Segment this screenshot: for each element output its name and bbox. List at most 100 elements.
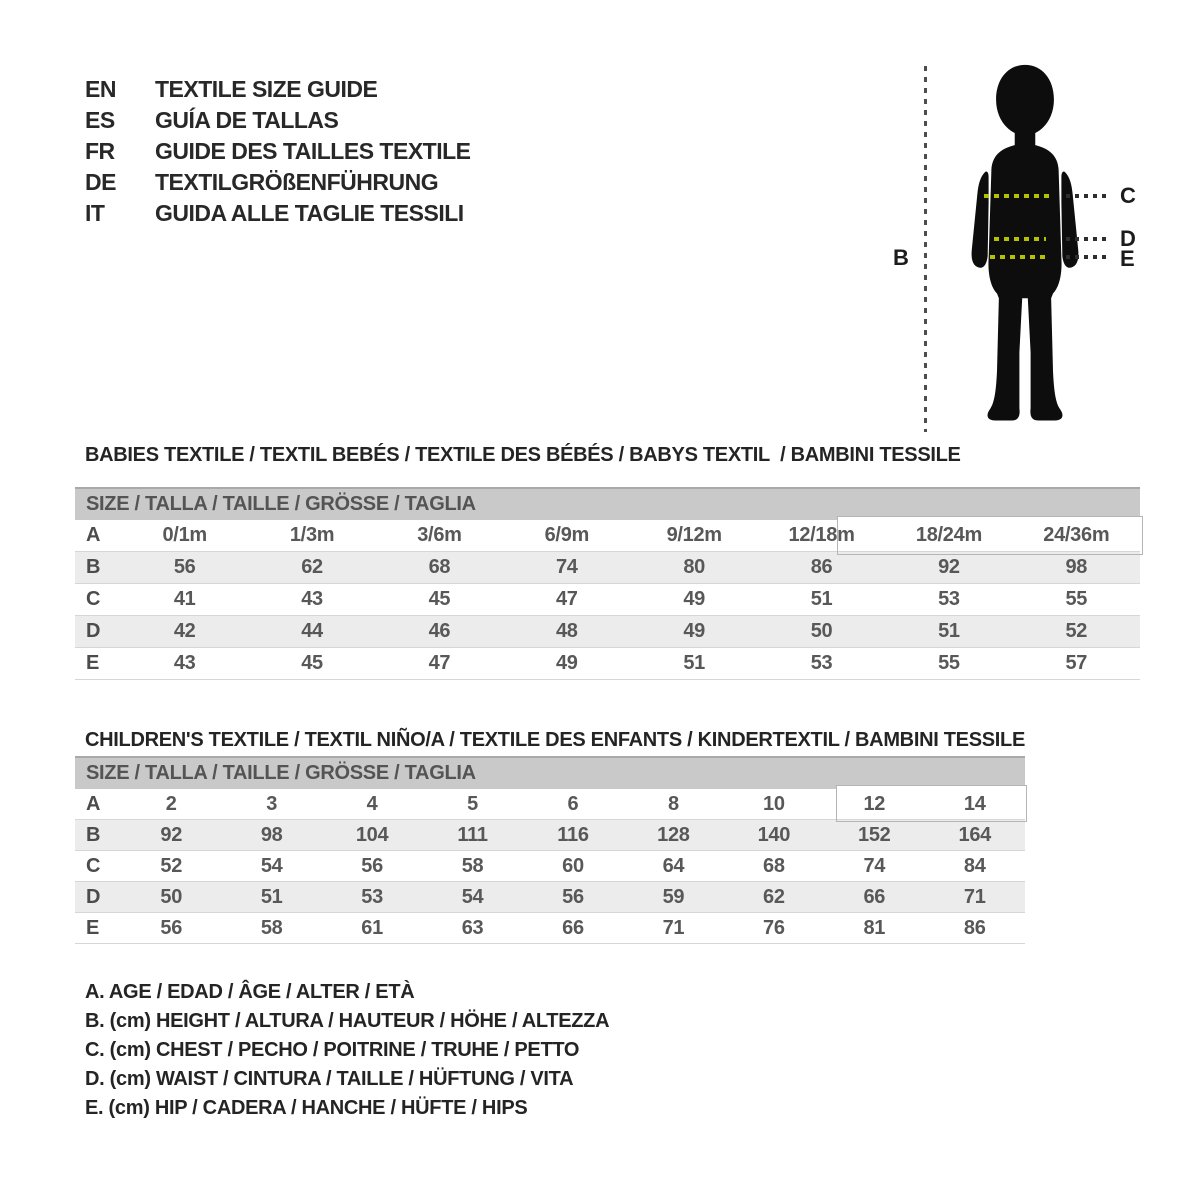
lang-row-de: DE TEXTILGRÖßENFÜHRUNG — [85, 167, 471, 198]
size-value-cell: 52 — [1012, 615, 1140, 648]
size-value-cell: 41 — [121, 583, 249, 616]
size-value-cell: 56 — [121, 912, 222, 944]
size-value-cell: 56 — [121, 551, 249, 584]
size-table-header: SIZE / TALLA / TAILLE / GRÖSSE / TAGLIA — [75, 756, 1025, 789]
row-label: E — [75, 912, 121, 944]
size-value-cell: 55 — [885, 647, 1013, 680]
waist-measure-label: D — [1120, 226, 1136, 251]
size-value-cell: 64 — [623, 850, 724, 882]
size-table-row: B 56 62 68 74 80 86 92 98 — [75, 551, 1140, 584]
row-label: C — [75, 850, 121, 882]
size-value-cell: 8 — [623, 789, 724, 820]
size-value-cell: 66 — [522, 912, 624, 944]
size-value-cell: 140 — [723, 819, 825, 851]
size-value-cell: 49 — [630, 615, 758, 648]
size-value-cell: 74 — [824, 850, 925, 882]
size-value-cell: 53 — [321, 881, 423, 913]
size-value-cell: 0/1m — [121, 520, 249, 552]
size-value-cell: 71 — [623, 912, 724, 944]
size-value-cell: 62 — [248, 551, 376, 584]
size-value-cell: 4 — [321, 789, 423, 820]
size-value-cell: 49 — [503, 647, 631, 680]
lang-code: EN — [85, 76, 116, 102]
size-value-cell: 104 — [321, 819, 423, 851]
size-value-cell: 57 — [1012, 647, 1140, 680]
size-value-cell: 111 — [422, 819, 523, 851]
size-value-cell: 52 — [121, 850, 222, 882]
size-value-cell: 18/24m — [885, 520, 1013, 552]
size-value-cell: 1/3m — [248, 520, 376, 552]
size-table-header: SIZE / TALLA / TAILLE / GRÖSSE / TAGLIA — [75, 487, 1140, 520]
size-value-cell: 3/6m — [375, 520, 504, 552]
size-value-cell: 43 — [248, 583, 376, 616]
legend-age: A. AGE / EDAD / ÂGE / ALTER / ETÀ — [85, 981, 415, 1003]
size-value-cell: 51 — [630, 647, 758, 680]
size-value-cell: 86 — [757, 551, 886, 584]
lang-code: IT — [85, 200, 105, 226]
size-table-row: A 0/1m 1/3m 3/6m 6/9m 9/12m 12/18m 18/24m 24/36m — [75, 520, 1140, 552]
size-value-cell: 14 — [924, 789, 1025, 820]
lang-row-es: ES GUÍA DE TALLAS — [85, 105, 471, 136]
legend-hip: E. (cm) HIP / CADERA / HANCHE / HÜFTE / … — [85, 1097, 528, 1119]
row-label: C — [75, 583, 121, 616]
child-silhouette-icon — [971, 64, 1079, 421]
size-header-label: SIZE / TALLA / TAILLE / GRÖSSE / TAGLIA — [86, 762, 476, 784]
chest-measure-label: C — [1120, 183, 1136, 208]
lang-title: GUÍA DE TALLAS — [155, 107, 339, 133]
waist-pointer-line — [1066, 237, 1106, 241]
row-label: B — [75, 551, 121, 584]
height-dotted-line — [924, 66, 927, 432]
size-value-cell: 55 — [1012, 583, 1140, 616]
size-value-cell: 98 — [1012, 551, 1140, 584]
chest-dotted-line — [984, 194, 1050, 198]
size-value-cell: 47 — [375, 647, 504, 680]
size-value-cell: 45 — [248, 647, 376, 680]
waist-dotted-line — [994, 237, 1046, 241]
size-value-cell: 45 — [375, 583, 504, 616]
size-table-row: A 2 3 4 5 6 8 10 12 14 — [75, 789, 1025, 820]
size-value-cell: 60 — [522, 850, 624, 882]
size-table-row: C 41 43 45 47 49 51 53 55 — [75, 583, 1140, 616]
language-title-list: EN TEXTILE SIZE GUIDE ES GUÍA DE TALLAS … — [85, 74, 471, 229]
lang-title: TEXTILE SIZE GUIDE — [155, 76, 378, 102]
children-section-title: CHILDREN'S TEXTILE / TEXTIL NIÑO/A / TEX… — [85, 729, 1025, 751]
size-value-cell: 10 — [723, 789, 825, 820]
size-value-cell: 58 — [422, 850, 523, 882]
size-header-label: SIZE / TALLA / TAILLE / GRÖSSE / TAGLIA — [86, 493, 476, 515]
size-value-cell: 51 — [885, 615, 1013, 648]
hip-pointer-line — [1066, 255, 1106, 259]
size-value-cell: 50 — [757, 615, 886, 648]
legend-height: B. (cm) HEIGHT / ALTURA / HAUTEUR / HÖHE… — [85, 1010, 610, 1032]
size-value-cell: 63 — [422, 912, 523, 944]
size-value-cell: 62 — [723, 881, 825, 913]
babies-size-table: SIZE / TALLA / TAILLE / GRÖSSE / TAGLIA … — [75, 487, 1143, 680]
legend-waist: D. (cm) WAIST / CINTURA / TAILLE / HÜFTU… — [85, 1068, 574, 1090]
size-value-cell: 164 — [924, 819, 1025, 851]
size-value-cell: 43 — [121, 647, 249, 680]
size-table-row: D 50 51 53 54 56 59 62 66 71 — [75, 881, 1025, 913]
size-value-cell: 3 — [221, 789, 322, 820]
lang-code: DE — [85, 169, 116, 195]
lang-row-en: EN TEXTILE SIZE GUIDE — [85, 74, 471, 105]
row-label: A — [75, 789, 121, 820]
size-table-row: E 43 45 47 49 51 53 55 57 — [75, 647, 1140, 680]
height-measure-label: B — [893, 245, 909, 270]
size-value-cell: 66 — [824, 881, 925, 913]
hip-dotted-line — [990, 255, 1048, 259]
size-value-cell: 92 — [885, 551, 1013, 584]
measurement-legend: A. AGE / EDAD / ÂGE / ALTER / ETÀ B. (cm… — [85, 978, 610, 1123]
size-value-cell: 61 — [321, 912, 423, 944]
size-value-cell: 56 — [522, 881, 624, 913]
size-value-cell: 84 — [924, 850, 1025, 882]
size-value-cell: 12 — [824, 789, 925, 820]
size-value-cell: 74 — [503, 551, 631, 584]
children-size-table: SIZE / TALLA / TAILLE / GRÖSSE / TAGLIA … — [75, 756, 1027, 944]
size-table-row: B 92 98 104 111 116 128 140 152 164 — [75, 819, 1025, 851]
size-value-cell: 2 — [121, 789, 222, 820]
size-table-row: E 56 58 61 63 66 71 76 81 86 — [75, 912, 1025, 944]
lang-title: TEXTILGRÖßENFÜHRUNG — [155, 169, 439, 195]
size-value-cell: 116 — [522, 819, 624, 851]
size-value-cell: 81 — [824, 912, 925, 944]
size-value-cell: 152 — [824, 819, 925, 851]
size-value-cell: 68 — [375, 551, 504, 584]
